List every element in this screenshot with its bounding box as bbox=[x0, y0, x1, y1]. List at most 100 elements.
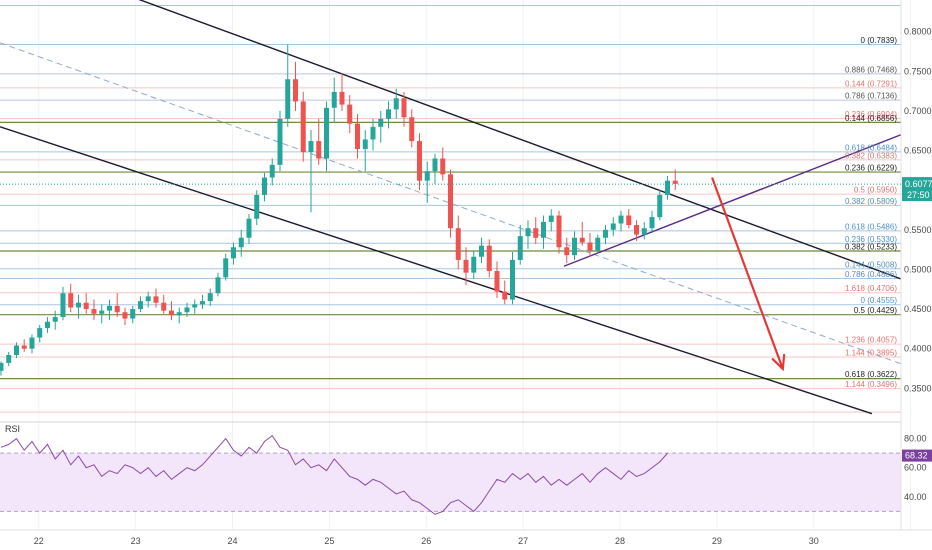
candle-body bbox=[525, 228, 531, 237]
rsi-axis[interactable]: 80.00 60.00 40.00 bbox=[904, 434, 927, 502]
candle bbox=[634, 220, 640, 241]
fib-level-label: 0.382 (0.6383) bbox=[845, 151, 897, 160]
rising-support-line[interactable] bbox=[563, 134, 902, 267]
candle bbox=[424, 161, 430, 203]
candle-body bbox=[587, 242, 593, 251]
candle-body bbox=[68, 293, 74, 308]
fib-level-label: 0.144 (0.5008) bbox=[845, 260, 897, 269]
trendlines[interactable] bbox=[0, 0, 902, 415]
time-tick-label: 28 bbox=[615, 536, 625, 546]
candle bbox=[261, 172, 267, 202]
candle bbox=[533, 217, 539, 245]
candle-body bbox=[463, 259, 469, 273]
candle-body bbox=[641, 228, 647, 235]
candle bbox=[649, 210, 655, 233]
candle-body bbox=[192, 304, 198, 308]
candle-body bbox=[432, 158, 438, 172]
candle-body bbox=[316, 141, 322, 159]
forecast-arrow-head[interactable] bbox=[771, 353, 786, 372]
candle-body bbox=[517, 236, 523, 260]
candle bbox=[378, 110, 384, 143]
price-pane[interactable]: 0 (0.7839) 0.886 (0.7468) 0.144 (0.7291) 0.… bbox=[0, 0, 912, 530]
candle-body bbox=[130, 309, 136, 319]
candle bbox=[0, 361, 4, 376]
candle-body bbox=[207, 293, 213, 302]
candle-body bbox=[6, 355, 12, 363]
candle-body bbox=[254, 194, 260, 219]
candle bbox=[308, 129, 314, 213]
channel-lower-line[interactable] bbox=[0, 126, 873, 415]
candle bbox=[354, 114, 360, 159]
forecast-arrow[interactable] bbox=[711, 177, 786, 372]
candle-body bbox=[137, 301, 143, 310]
fib-level-label: 0.144 (0.7291) bbox=[845, 79, 897, 88]
forecast-arrow-shaft[interactable] bbox=[711, 177, 784, 370]
candle bbox=[316, 118, 322, 165]
candle bbox=[595, 234, 601, 254]
candle-body bbox=[285, 79, 291, 119]
candle bbox=[479, 237, 485, 264]
candle bbox=[347, 95, 353, 134]
candle bbox=[238, 229, 244, 257]
candle bbox=[409, 109, 415, 148]
candle-body bbox=[665, 180, 671, 195]
price-axis[interactable]: 0.8000 0.7500 0.7000 0.6500 0.5500 0.5000 0.45… bbox=[904, 27, 932, 394]
candle bbox=[393, 88, 399, 119]
channel-upper-line[interactable] bbox=[0, 0, 902, 280]
candle bbox=[254, 190, 260, 226]
candle-body bbox=[292, 79, 298, 102]
candle bbox=[37, 324, 43, 343]
candle bbox=[603, 225, 609, 245]
candle bbox=[339, 72, 345, 111]
price-tick-label: 0.3500 bbox=[904, 383, 932, 393]
candle bbox=[362, 129, 368, 172]
candle bbox=[525, 220, 531, 249]
fib-level-label: 0 (0.4555) bbox=[861, 296, 898, 305]
candle-body bbox=[339, 91, 345, 105]
candle bbox=[572, 231, 578, 260]
fib-level-label: 0.5 (0.4429) bbox=[854, 306, 897, 315]
candle bbox=[269, 158, 275, 186]
candle bbox=[665, 175, 671, 200]
candle bbox=[68, 283, 74, 313]
candle bbox=[91, 299, 97, 321]
candle bbox=[230, 242, 236, 265]
candle bbox=[168, 301, 174, 321]
candle-body bbox=[626, 215, 632, 226]
rsi-indicator-label[interactable]: RSI bbox=[5, 424, 20, 434]
rsi-pane[interactable]: RSI bbox=[0, 424, 901, 515]
current-rsi-box bbox=[902, 449, 932, 462]
candle bbox=[618, 210, 624, 232]
candle bbox=[587, 232, 593, 257]
candle-body bbox=[347, 104, 353, 124]
candle bbox=[548, 209, 554, 232]
candle-body bbox=[184, 307, 190, 313]
fib-level-label: 1.618 (0.4706) bbox=[845, 284, 897, 293]
candle bbox=[44, 316, 50, 333]
candle bbox=[161, 294, 167, 314]
candle-body bbox=[37, 328, 43, 338]
current-rsi-value: 68.32 bbox=[905, 451, 928, 461]
candle-body bbox=[331, 91, 337, 108]
candle-body bbox=[269, 164, 275, 178]
candle-body bbox=[471, 256, 477, 273]
candle-body bbox=[579, 237, 585, 243]
candle bbox=[564, 237, 570, 264]
candle-body bbox=[161, 302, 167, 311]
candle bbox=[401, 91, 407, 127]
candle bbox=[323, 101, 329, 172]
candle bbox=[486, 239, 492, 278]
candle-body bbox=[21, 345, 27, 349]
price-tick-label: 0.4000 bbox=[904, 344, 932, 354]
candle bbox=[52, 310, 58, 330]
price-tick-label: 0.7000 bbox=[904, 106, 932, 116]
fib-level-label: 1.144 (0.3895) bbox=[845, 349, 897, 358]
fib-level-label: 0 (0.7839) bbox=[861, 36, 898, 45]
candle bbox=[246, 213, 252, 245]
candle bbox=[448, 169, 453, 238]
fib-level-label: 0.786 (0.7136) bbox=[845, 92, 897, 101]
time-axis[interactable]: 22 23 24 25 26 27 28 29 30 bbox=[0, 529, 932, 546]
candle bbox=[494, 261, 500, 298]
